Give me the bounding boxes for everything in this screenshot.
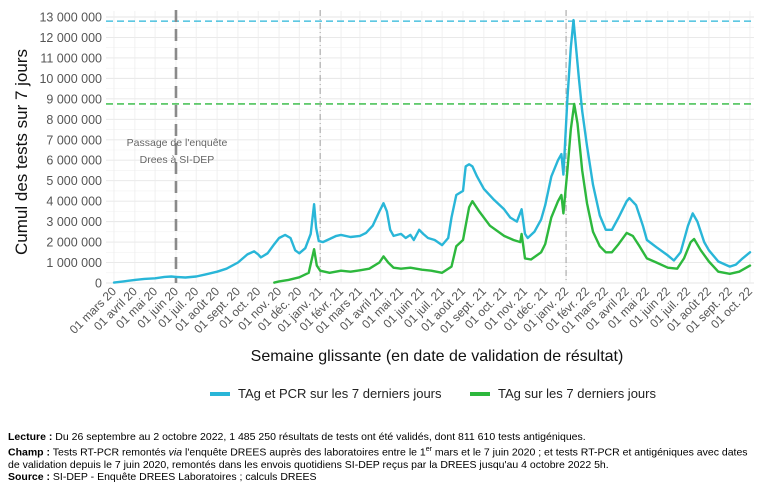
note-champ-sup: er [425,445,432,453]
chart: 0 1 000 000 2 000 000 3 000 000 4 000 000 5 0… [12,10,756,365]
chart-notes: Lecture : Du 26 septembre au 2 octobre 2… [8,431,748,484]
series-line-total [112,18,752,284]
gridlines [106,11,754,284]
note-lecture: Lecture : Du 26 septembre au 2 octobre 2… [8,431,748,444]
note-lecture-text: Du 26 septembre au 2 octobre 2022, 1 485… [52,431,586,443]
legend-label-tag: TAg sur les 7 derniers jours [498,386,656,401]
note-source-label: Source : [8,471,51,484]
x-axis-label: Semaine glissante (en date de validation… [251,348,624,365]
survey-switch-annotation: Passage de l'enquête Drees à SI-DEP [127,137,228,166]
y-tick-label: 3 000 000 [46,215,102,229]
note-champ-label: Champ : [8,446,50,459]
legend-item-tag: TAg sur les 7 derniers jours [470,386,656,401]
note-champ-via: via [168,446,183,459]
y-tick-label: 5 000 000 [46,174,102,188]
y-tick-label: 2 000 000 [46,236,102,250]
annotation-line: Passage de l'enquête [127,137,228,149]
note-champ-text-3: mars et le 7 juin 2020 ; et tests RT-PCR… [8,446,748,471]
y-tick-label: 4 000 000 [46,195,102,209]
legend-swatch-total [210,391,230,396]
legend: TAg et PCR sur les 7 derniers jours TAg … [0,386,762,408]
y-tick-label: 9 000 000 [46,92,102,106]
annotation-line: Drees à SI-DEP [140,154,215,166]
y-tick-label: 6 000 000 [46,154,102,168]
note-champ-text-1: Tests RT-PCR remontés [50,446,169,459]
y-tick-labels: 0 1 000 000 2 000 000 3 000 000 4 000 000 5 0… [39,11,102,291]
note-source-text: SI-DEP - Enquête DREES Laboratoires ; ca… [50,471,317,484]
y-tick-label: 12 000 000 [39,31,102,45]
y-tick-label: 11 000 000 [40,51,102,65]
y-axis-label: Cumul des tests sur 7 jours [12,49,31,255]
y-tick-label: 7 000 000 [46,133,102,147]
y-tick-label: 13 000 000 [39,11,102,25]
y-tick-label: 1 000 000 [46,256,102,270]
series-lines [112,18,752,284]
y-tick-label: 10 000 000 [39,72,102,86]
y-tick-label: 8 000 000 [46,113,102,127]
legend-label-total: TAg et PCR sur les 7 derniers jours [238,386,442,401]
y-tick-label: 0 [95,277,102,291]
series-line-tag [273,102,752,284]
legend-item-total: TAg et PCR sur les 7 derniers jours [210,386,442,401]
reference-lines [106,10,754,283]
legend-swatch-tag [470,391,490,396]
note-source: Source : SI-DEP - Enquête DREES Laborato… [8,471,748,484]
note-lecture-label: Lecture : [8,431,53,443]
note-champ: Champ : Tests RT-PCR remontés via l'enqu… [8,444,748,472]
note-champ-text-2: l'enquête DREES auprès des laboratoires … [182,446,426,459]
